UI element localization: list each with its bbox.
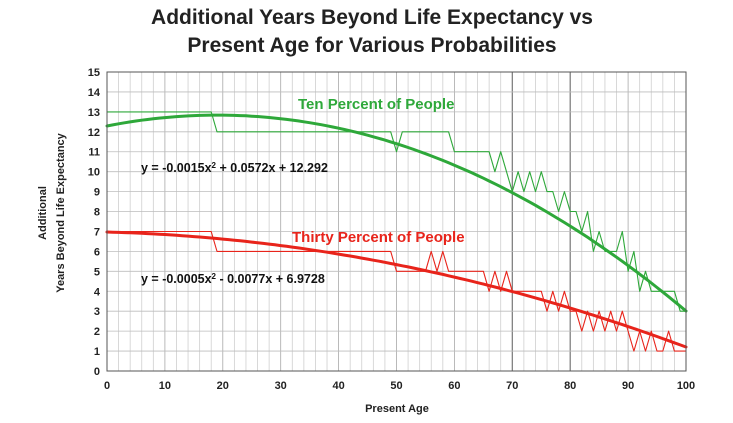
equation-thirty-percent: y = -0.0005x2 - 0.0077x + 6.9728: [141, 272, 325, 287]
chart-title-line1: Additional Years Beyond Life Expectancy …: [151, 6, 593, 29]
trend-line-0: [105, 113, 688, 313]
x-tick-label: 90: [622, 380, 634, 392]
x-axis-label: Present Age: [365, 403, 429, 415]
x-tick-label: 20: [217, 380, 229, 392]
y-tick-label: 7: [94, 226, 100, 238]
y-axis-label-line2: Years Beyond Life Expectancy: [55, 132, 67, 292]
y-tick-label: 6: [94, 246, 100, 258]
y-tick-label: 9: [94, 187, 100, 199]
x-tick-label: 40: [332, 380, 344, 392]
x-tick-label: 10: [159, 380, 171, 392]
trend-line-1: [105, 230, 688, 349]
x-tick-label: 30: [275, 380, 287, 392]
x-tick-label: 0: [104, 380, 110, 392]
y-tick-label: 15: [88, 67, 100, 79]
x-tick-label: 70: [506, 380, 518, 392]
x-tick-label: 80: [564, 380, 576, 392]
trend-lines: [105, 113, 688, 349]
plot-border: [106, 71, 687, 372]
y-axis-label-line1: Additional: [37, 186, 49, 240]
y-tick-label: 5: [94, 266, 100, 278]
x-tick-label: 50: [390, 380, 402, 392]
y-tick-label: 3: [94, 306, 100, 318]
plot-area-border: [106, 71, 687, 372]
x-tick-label: 100: [677, 380, 695, 392]
y-tick-label: 11: [88, 147, 100, 159]
y-tick-label: 1: [94, 346, 100, 358]
series-label-thirty-percent: Thirty Percent of People: [292, 229, 465, 246]
series-label-ten-percent: Ten Percent of People: [298, 96, 454, 113]
equation-ten-percent: y = -0.0015x2 + 0.0572x + 12.292: [141, 161, 328, 176]
y-tick-label: 10: [88, 167, 100, 179]
y-tick-label: 8: [94, 207, 100, 219]
y-tick-label: 4: [94, 286, 101, 298]
y-tick-label: 0: [94, 366, 100, 378]
y-tick-label: 13: [88, 107, 100, 119]
x-tick-labels: 0 10 20 30 40 50 60 70 80 90 100: [104, 380, 695, 392]
y-tick-label: 12: [88, 127, 100, 139]
chart-title-line2: Present Age for Various Probabilities: [187, 34, 556, 57]
y-tick-label: 14: [88, 87, 101, 99]
raw-series-line-0: [107, 111, 686, 312]
y-tick-label: 2: [94, 326, 100, 338]
x-tick-label: 60: [448, 380, 460, 392]
